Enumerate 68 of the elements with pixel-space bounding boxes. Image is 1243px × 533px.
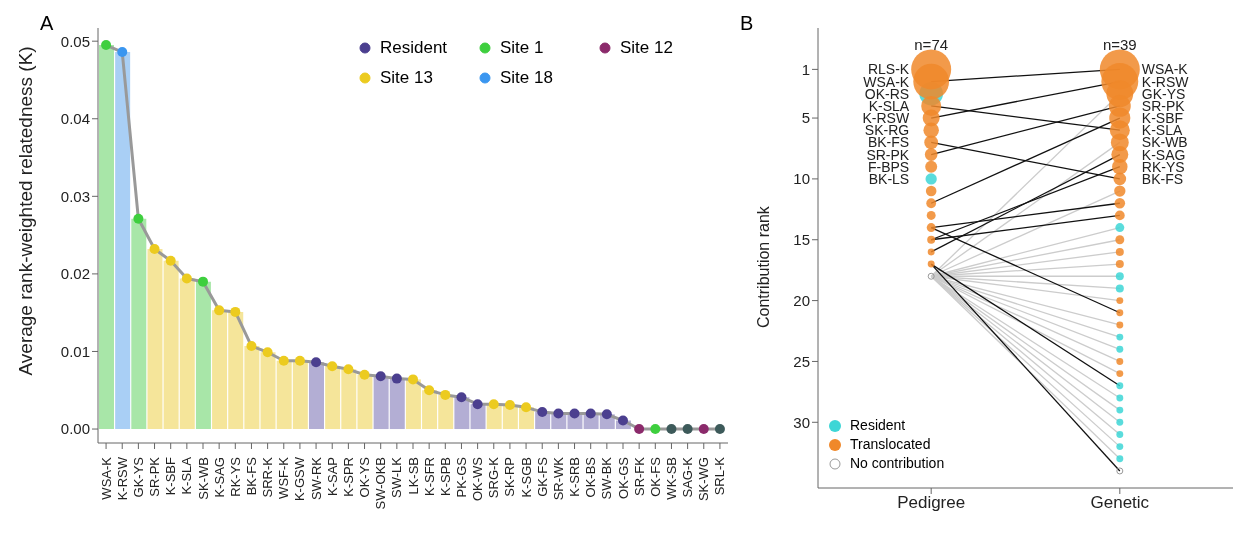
- x-tick-label: K-SBF: [163, 456, 179, 496]
- x-tick-label: SK-RP: [502, 457, 518, 497]
- y-axis-title: Average rank-weighted relatedness (K): [14, 46, 36, 376]
- annotation: n=74: [914, 36, 949, 53]
- x-tick-label: OK-BS: [583, 456, 599, 498]
- x-tick-label: K-SPB: [437, 457, 453, 497]
- x-tick-label: WSA-K: [98, 456, 114, 500]
- legend-label: Translocated: [850, 435, 931, 454]
- x-tick-label: BK-FS: [243, 456, 259, 496]
- legend-label: Site 12: [620, 38, 673, 58]
- y-tick-label: 15: [793, 231, 810, 249]
- y-tick-label: 0.02: [60, 265, 90, 283]
- x-tick-label: SW-LK: [389, 456, 405, 498]
- x-tick-label: LK-SB: [405, 457, 421, 495]
- x-tick-label: SRL-K: [712, 456, 728, 496]
- chart-title: A: [40, 12, 54, 35]
- x-tick-label: K-RSW: [114, 456, 130, 501]
- x-tick-label: SAG-K: [680, 456, 696, 498]
- y-tick-label: 30: [793, 413, 810, 431]
- legend-label: No contribution: [850, 454, 945, 473]
- x-tick-label: OK-GS: [615, 456, 631, 499]
- x-tick-label: OK-YS: [357, 456, 373, 498]
- x-tick-label: SR-PK: [147, 456, 163, 497]
- x-tick-label: SRR-K: [260, 456, 276, 498]
- x-tick-label: K-SAG: [211, 457, 227, 498]
- x-tick-label: RK-YS: [227, 456, 243, 497]
- x-tick-label: SK-WG: [696, 457, 712, 502]
- x-tick-label: PK-GS: [453, 456, 469, 498]
- x-tick-label: SW-RK: [308, 456, 324, 501]
- y-tick-label: 25: [793, 352, 810, 370]
- x-tick-label: WK-SB: [663, 457, 679, 500]
- y-tick-label: 0.00: [60, 420, 90, 438]
- x-tick-label: SW-OKB: [373, 457, 389, 510]
- x-tick-label: K-SPR: [340, 457, 356, 497]
- x-tick-label: K-SGB: [518, 457, 534, 498]
- x-tick-label: K-SRB: [567, 457, 583, 497]
- legend-label: Resident: [380, 38, 448, 58]
- x-tick-label: SK-WB: [195, 457, 211, 500]
- y-tick-label: 0.03: [60, 187, 90, 205]
- chart-title: B: [740, 12, 754, 35]
- y-tick-label: 20: [793, 291, 810, 309]
- x-tick-label: Pedigree: [897, 493, 966, 513]
- x-tick-label: OK-FS: [647, 456, 663, 497]
- legend-label: Site 13: [380, 68, 433, 88]
- annotation: n=39: [1102, 36, 1137, 53]
- x-tick-label: SW-BK: [599, 456, 615, 500]
- x-tick-label: SR-WK: [550, 456, 566, 501]
- x-tick-label: WSF-K: [276, 456, 292, 499]
- x-tick-label: OK-WS: [470, 456, 486, 502]
- x-tick-label: GK-FS: [534, 456, 550, 497]
- y-tick-label: 1: [801, 60, 810, 78]
- legend-label: Resident: [850, 416, 906, 435]
- y-tick-label: 5: [801, 109, 810, 127]
- y-axis-title: Contribution rank: [754, 205, 772, 328]
- x-tick-label: SRG-K: [486, 456, 502, 499]
- y-tick-label: 0.05: [60, 32, 90, 50]
- x-tick-label: K-SAP: [324, 457, 340, 497]
- x-tick-label: K-GSW: [292, 456, 308, 502]
- y-tick-label: 10: [793, 170, 810, 188]
- x-tick-label: K-SLA: [179, 456, 195, 495]
- x-tick-label: K-SFR: [421, 457, 437, 496]
- legend-label: Site 18: [500, 68, 553, 88]
- y-tick-label: 0.01: [60, 342, 90, 360]
- legend-label: Site 1: [500, 38, 544, 58]
- x-tick-label: GK-YS: [130, 456, 146, 498]
- y-tick-label: 0.04: [60, 110, 90, 128]
- x-tick-label: SR-FK: [631, 456, 647, 496]
- x-tick-label: Genetic: [1090, 493, 1150, 513]
